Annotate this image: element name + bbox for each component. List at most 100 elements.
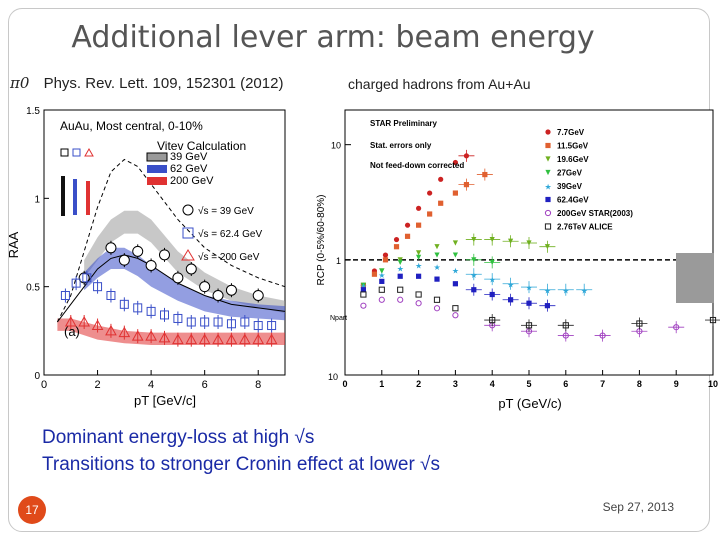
- data-point: [545, 129, 551, 135]
- legend-label: 27GeV: [557, 169, 583, 178]
- data-point: [508, 297, 514, 303]
- data-point: [225, 284, 237, 296]
- data-point: [463, 153, 470, 159]
- sys-bar-200: [86, 181, 90, 215]
- raa-plot: 0 2 4 6 800.511.5 AuAu, Most central, 0-10% …: [6, 106, 286, 408]
- data-point: ★: [415, 262, 422, 271]
- x-tick-label: 6: [563, 379, 568, 389]
- legend-label: 62.4GeV: [557, 196, 589, 205]
- legend-label: 62 GeV: [170, 163, 208, 175]
- data-point: [434, 244, 440, 250]
- data-point: [452, 305, 459, 312]
- data-point: [636, 320, 643, 327]
- data-point: [434, 252, 440, 258]
- data-point: [105, 324, 117, 336]
- band-39-gev: [84, 210, 286, 314]
- data-point: [452, 190, 458, 196]
- data-point: [452, 281, 458, 287]
- data-point: [212, 290, 224, 301]
- rcp-title: STAR Preliminary: [370, 119, 438, 128]
- data-point: [145, 330, 157, 341]
- reference-line: π0 Phys. Rev. Lett. 109, 152301 (2012): [10, 74, 283, 92]
- data-point: [158, 331, 171, 343]
- legend-marker: [182, 204, 194, 216]
- data-point: [186, 317, 196, 327]
- x-tick-label: 1: [379, 379, 384, 389]
- data-point: [489, 291, 495, 298]
- data-point: [106, 291, 116, 300]
- data-point: [545, 156, 551, 162]
- data-point: [433, 305, 441, 312]
- legend-label: 19.6GeV: [557, 155, 589, 164]
- data-point: [416, 254, 422, 260]
- data-point: [544, 209, 552, 217]
- rcp-axis-ticks: 0 1 2 3 4 5 6 7 8 9 10 10 1: [331, 141, 718, 389]
- data-point: [545, 142, 551, 149]
- y-tick-label: 1: [34, 194, 40, 205]
- bullet-cronin: Transitions to stronger Cronin effect at…: [42, 454, 440, 475]
- data-point: [226, 319, 236, 329]
- data-point: [434, 276, 440, 282]
- data-point: [415, 300, 422, 307]
- legend-label: 7.7GeV: [557, 128, 585, 137]
- data-point: ★: [545, 183, 552, 192]
- data-point: [159, 249, 170, 261]
- x-tick-label: 7: [600, 379, 605, 389]
- x-tick-label: 4: [490, 379, 495, 389]
- data-point: ★: [397, 265, 404, 274]
- raa-theory-curves: [56, 158, 286, 323]
- y-tick-label: 1.5: [26, 106, 40, 117]
- data-point: [379, 268, 385, 274]
- data-point: [397, 296, 404, 303]
- data-point: [452, 240, 458, 246]
- data-point: [145, 259, 157, 271]
- data-point: [482, 171, 488, 178]
- data-point: [382, 252, 389, 258]
- raa-panel-label: (a): [64, 324, 80, 339]
- data-point: [525, 322, 533, 329]
- data-point: [252, 333, 265, 345]
- data-point: [508, 238, 514, 244]
- data-point: ★: [562, 286, 569, 295]
- data-point: [118, 326, 131, 338]
- sys-bar-39: [61, 176, 65, 216]
- x-tick-label: 9: [674, 379, 679, 389]
- x-tick-label: 2: [94, 379, 100, 391]
- data-point: [93, 282, 103, 292]
- data-point: [673, 324, 680, 331]
- legend-label: 11.5GeV: [557, 142, 589, 151]
- x-tick-label: 4: [148, 379, 154, 391]
- data-point: [452, 252, 458, 258]
- data-point: [545, 196, 551, 203]
- data-point: [471, 257, 477, 263]
- data-point: [60, 291, 70, 300]
- data-point: [64, 315, 77, 327]
- data-point: [198, 333, 211, 345]
- data-point: [415, 291, 422, 298]
- data-point: [416, 205, 422, 211]
- data-point: ★: [581, 286, 588, 295]
- data-point: [544, 303, 550, 309]
- data-point: [118, 254, 130, 266]
- x-tick-label: 10: [708, 379, 718, 389]
- data-point: [185, 333, 198, 345]
- rcp-note-feed: Not feed-down corrected: [370, 161, 464, 170]
- data-point: [119, 299, 129, 309]
- data-point: [146, 306, 156, 316]
- data-point: [427, 211, 433, 217]
- data-point: [360, 287, 366, 293]
- data-point: [526, 300, 532, 306]
- data-point: [526, 240, 532, 246]
- legend-marker-label: √s = 200 GeV: [198, 251, 260, 263]
- data-point: [544, 223, 552, 230]
- raa-xlabel: pT [GeV/c]: [134, 393, 196, 408]
- data-point: [427, 190, 433, 196]
- data-point: [433, 296, 441, 303]
- rcp-grey-block: [676, 253, 714, 303]
- pi-zero-label: π0: [10, 74, 30, 92]
- data-point: [452, 312, 459, 319]
- data-point: [471, 287, 477, 293]
- data-point: [360, 282, 366, 288]
- slide-title: Additional lever arm: beam energy: [71, 20, 595, 55]
